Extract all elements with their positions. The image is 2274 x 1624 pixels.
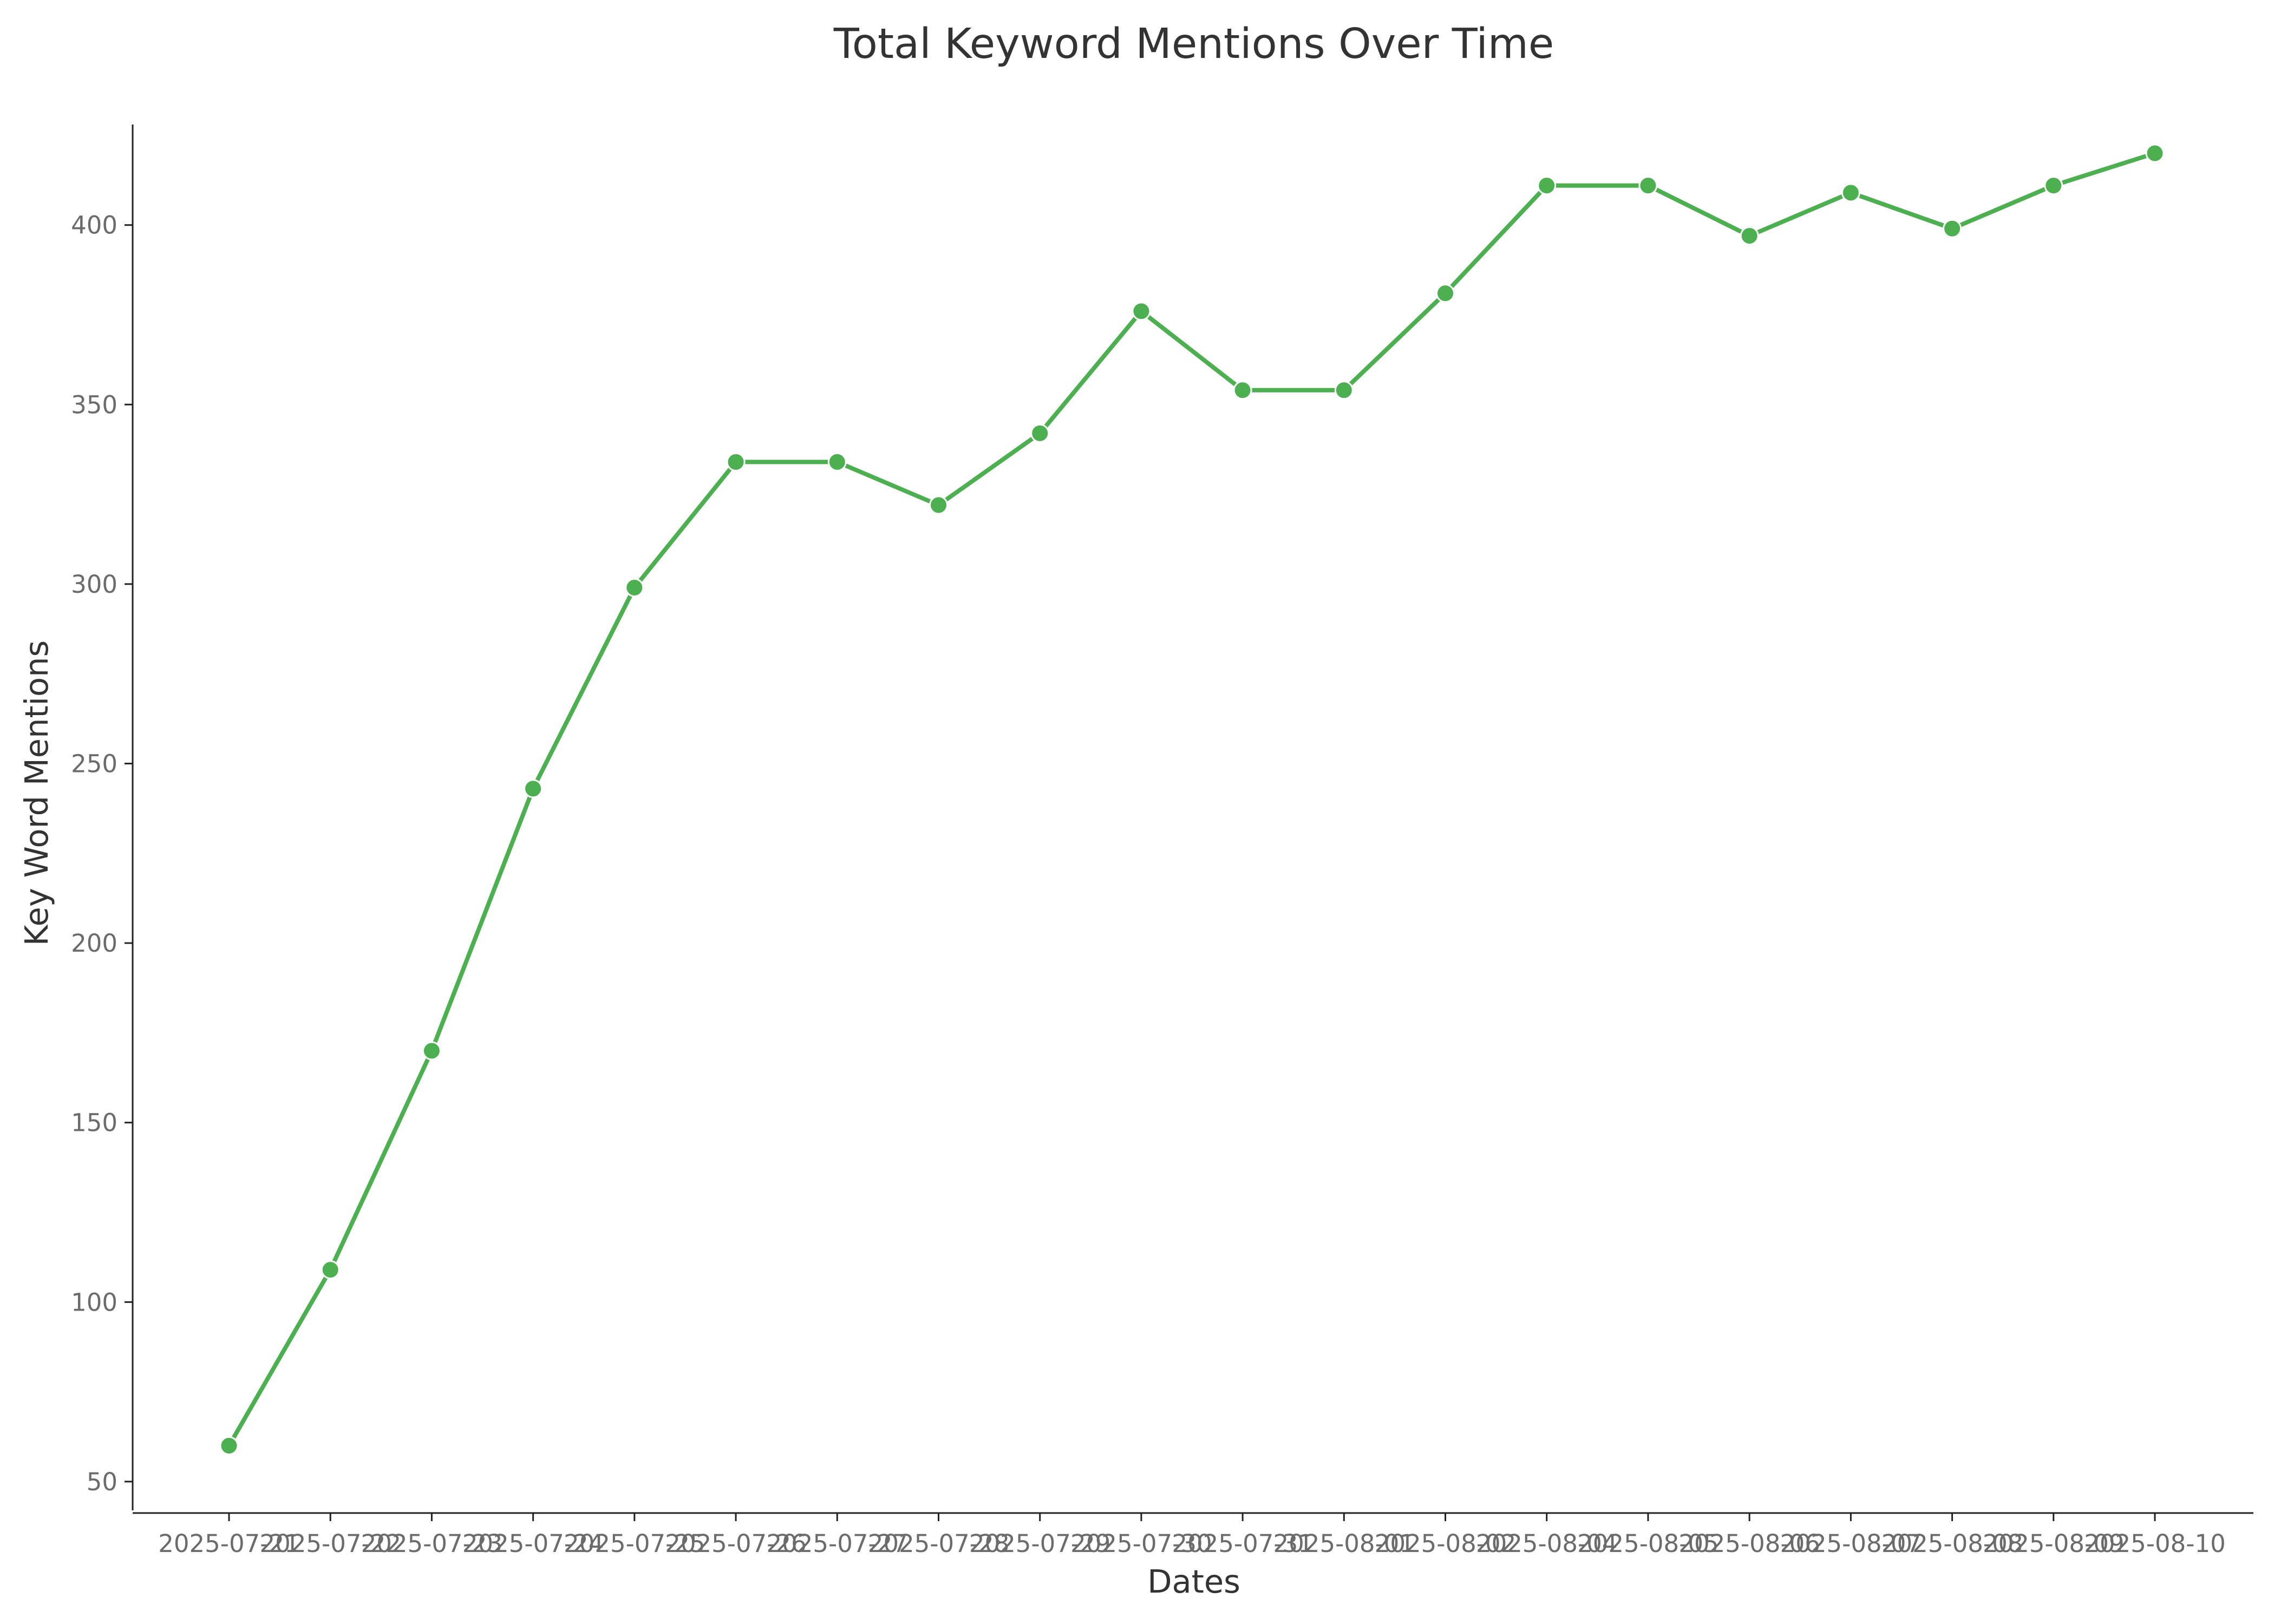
data-point: [929, 495, 948, 515]
data-point: [422, 1041, 441, 1060]
data-point: [1841, 183, 1860, 202]
y-axis-label: Key Word Mentions: [18, 640, 55, 946]
data-point: [1334, 381, 1354, 400]
x-tick-label: 2025-07-26: [665, 1529, 807, 1558]
data-point: [1943, 219, 1962, 238]
data-point: [1030, 423, 1050, 443]
x-tick-label: 2025-08-10: [2084, 1529, 2226, 1558]
x-tick-label: 2025-07-28: [868, 1529, 1010, 1558]
data-point: [1132, 302, 1151, 321]
x-tick-label: 2025-08-04: [1476, 1529, 1618, 1558]
y-tick-label: 400: [71, 211, 117, 240]
y-axis-ticks: 50 100 150 200 250 300 350 400: [71, 211, 133, 1496]
x-axis-label: Dates: [1147, 1563, 1240, 1600]
data-point: [1537, 176, 1557, 195]
x-tick-label: 2025-08-06: [1678, 1529, 1820, 1558]
x-tick-label: 2025-07-30: [1070, 1529, 1212, 1558]
x-tick-label: 2025-08-01: [1273, 1529, 1415, 1558]
x-tick-label: 2025-07-22: [259, 1529, 401, 1558]
data-point: [524, 779, 543, 798]
y-tick-label: 200: [71, 929, 117, 958]
x-tick-label: 2025-07-25: [564, 1529, 705, 1558]
y-tick-label: 350: [71, 390, 117, 419]
data-point: [1638, 176, 1658, 195]
x-tick-label: 2025-08-02: [1375, 1529, 1517, 1558]
x-tick-label: 2025-08-05: [1577, 1529, 1719, 1558]
chart-title: Total Keyword Mentions Over Time: [833, 20, 1554, 68]
x-axis-ticks: 2025-07-212025-07-222025-07-232025-07-24…: [158, 1513, 2226, 1558]
x-tick-label: 2025-07-27: [766, 1529, 908, 1558]
data-point: [1740, 226, 1759, 246]
y-tick-label: 100: [71, 1288, 117, 1317]
data-point: [625, 578, 644, 597]
data-point: [1436, 284, 1455, 303]
x-tick-label: 2025-07-23: [361, 1529, 503, 1558]
data-point: [827, 452, 847, 472]
x-tick-label: 2025-08-09: [1983, 1529, 2125, 1558]
x-tick-label: 2025-08-07: [1780, 1529, 1922, 1558]
data-point: [219, 1436, 239, 1456]
data-point: [1233, 381, 1252, 400]
data-point: [726, 452, 746, 472]
y-tick-label: 150: [71, 1109, 117, 1137]
series-group: [219, 143, 2165, 1456]
series-line: [227, 151, 2157, 1448]
y-tick-label: 300: [71, 570, 117, 599]
data-point: [321, 1260, 340, 1280]
data-point: [2044, 176, 2063, 195]
data-point: [2145, 143, 2165, 163]
x-tick-label: 2025-08-08: [1881, 1529, 2023, 1558]
x-tick-label: 2025-07-21: [158, 1529, 300, 1558]
y-tick-label: 250: [71, 750, 117, 778]
y-tick-label: 50: [87, 1468, 117, 1496]
x-tick-label: 2025-07-29: [969, 1529, 1111, 1558]
x-tick-label: 2025-07-31: [1172, 1529, 1314, 1558]
x-tick-label: 2025-07-24: [462, 1529, 604, 1558]
